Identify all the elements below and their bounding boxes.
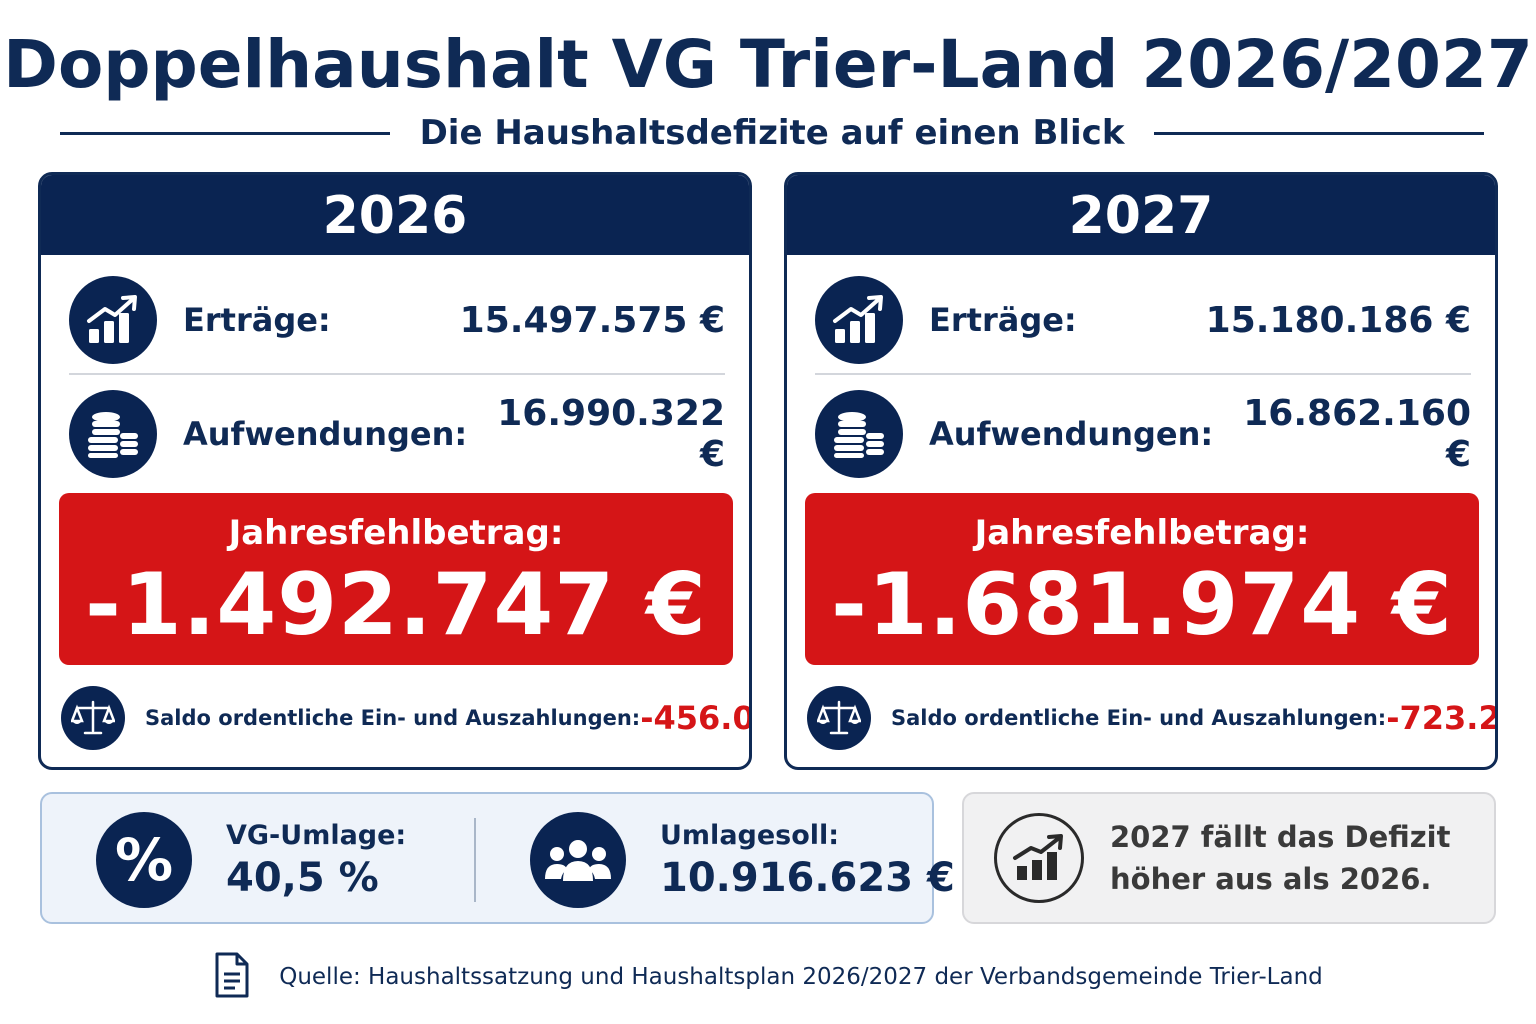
scales-icon [807,686,871,750]
saldo-value: -723.264 € [1386,699,1498,737]
source-text: Quelle: Haushaltssatzung und Haushaltspl… [279,964,1323,990]
subtitle-rule-right [1154,131,1485,135]
year-card-2027: 2027 Erträge: 15.180.186 € [784,172,1498,770]
rising-chart-icon [994,813,1084,903]
aufwendungen-row: Aufwendungen: 16.990.322 € [69,389,725,479]
saldo-label: Saldo ordentliche Ein- und Auszahlungen: [891,706,1387,730]
aufwendungen-label: Aufwendungen: [183,415,468,453]
umlagesoll-kpi: Umlagesoll: 10.916.623 € [530,812,955,908]
note-line-1: 2027 fällt das Defizit [1110,820,1451,854]
aufwendungen-value: 16.862.160 € [1243,393,1471,475]
revenue-chart-icon [69,276,157,364]
page-subtitle: Die Haushaltsdefizite auf einen Blick [419,113,1125,153]
people-icon [530,812,626,908]
note-line-2: höher aus als 2026. [1110,862,1432,896]
vg-umlage-value: 40,5 % [226,854,379,901]
ertraege-label: Erträge: [929,301,1077,339]
deficit-box: Jahresfehlbetrag: -1.492.747 € [59,493,733,665]
scales-icon [61,686,125,750]
row-divider [69,373,725,375]
deficit-label: Jahresfehlbetrag: [974,513,1310,553]
deficit-value: -1.492.747 € [85,555,707,655]
year-card-heading: 2027 [787,175,1495,255]
vg-umlage-kpi: % VG-Umlage: 40,5 % [96,812,406,908]
coins-icon [815,390,903,478]
aufwendungen-value: 16.990.322 € [497,393,725,475]
year-card-2026: 2026 Erträge: 15.497.575 € [38,172,752,770]
aufwendungen-label: Aufwendungen: [929,415,1214,453]
umlage-panel: % VG-Umlage: 40,5 % Umlagesoll: 10.916.6… [40,792,955,924]
document-icon [213,952,251,1002]
source-line: Quelle: Haushaltssatzung und Haushaltspl… [0,952,1536,1002]
subtitle-rule-left [60,131,390,135]
percent-icon: % [96,812,192,908]
saldo-row: Saldo ordentliche Ein- und Auszahlungen:… [807,685,1495,751]
ertraege-value: 15.180.186 € [1205,299,1471,341]
row-divider [815,373,1471,375]
deficit-value: -1.681.974 € [831,555,1453,655]
page-title: Doppelhaushalt VG Trier-Land 2026/2027 [3,26,1533,103]
coins-icon [69,390,157,478]
year-card-heading: 2026 [41,175,749,255]
deficit-box: Jahresfehlbetrag: -1.681.974 € [805,493,1479,665]
umlagesoll-value: 10.916.623 € [660,854,955,901]
saldo-row: Saldo ordentliche Ein- und Auszahlungen:… [61,685,749,751]
umlagesoll-label: Umlagesoll: [660,819,840,851]
ertraege-label: Erträge: [183,301,331,339]
subtitle-row: Die Haushaltsdefizite auf einen Blick [60,110,1485,156]
saldo-value: -456.022 € [640,699,752,737]
ertraege-value: 15.497.575 € [459,299,725,341]
vg-umlage-label: VG-Umlage: [226,819,407,851]
revenue-chart-icon [815,276,903,364]
ertraege-row: Erträge: 15.180.186 € [815,275,1471,365]
aufwendungen-row: Aufwendungen: 16.862.160 € [815,389,1471,479]
note-text: 2027 fällt das Defizit höher aus als 202… [1110,816,1450,900]
deficit-label: Jahresfehlbetrag: [228,513,564,553]
saldo-label: Saldo ordentliche Ein- und Auszahlungen: [145,706,641,730]
ertraege-row: Erträge: 15.497.575 € [69,275,725,365]
comparison-note: 2027 fällt das Defizit höher aus als 202… [962,792,1496,924]
kpi-separator [474,818,476,902]
